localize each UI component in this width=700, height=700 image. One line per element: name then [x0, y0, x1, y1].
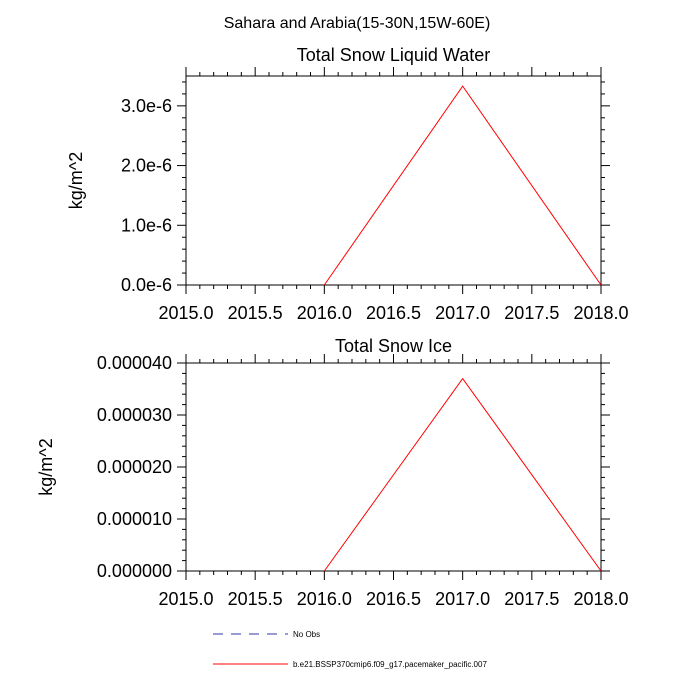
panel-2: Total Snow Ice kg/m^2 2015.0 2015.5 2016.0 20…: [36, 336, 629, 609]
y-tick-label: 2.0e-6: [121, 156, 172, 176]
x-tick-label: 2015.0: [158, 589, 213, 609]
plot-frame: [185, 75, 602, 286]
panel-title: Total Snow Ice: [335, 336, 452, 356]
y-tick-label: 1.0e-6: [121, 215, 172, 235]
x-tick-label: 2017.0: [435, 589, 490, 609]
y-tick-label: 3.0e-6: [121, 96, 172, 116]
x-tick-label: 2018.0: [573, 303, 628, 323]
y-axis-label: kg/m^2: [66, 152, 86, 209]
y-tick-label: 0.000000: [97, 561, 172, 581]
y-tick-label: 0.000030: [97, 405, 172, 425]
chart-legend: No Obs b.e21.BSSP370cmip6.f09_g17.pacemak…: [213, 630, 487, 669]
x-tick-label: 2017.5: [504, 303, 559, 323]
x-tick-label: 2015.0: [158, 303, 213, 323]
panel-title: Total Snow Liquid Water: [297, 45, 490, 65]
legend-label: b.e21.BSSP370cmip6.f09_g17.pacemaker_pac…: [293, 660, 487, 669]
x-tick-label: 2017.0: [435, 303, 490, 323]
x-tick-label: 2015.5: [228, 589, 283, 609]
panel-1: Total Snow Liquid Water kg/m^2 2015.0 2015.…: [66, 45, 629, 323]
x-tick-label: 2015.5: [228, 303, 283, 323]
y-tick-label: 0.0e-6: [121, 275, 172, 295]
x-tick-label: 2016.5: [366, 589, 421, 609]
plot-frame: [185, 362, 602, 572]
y-tick-label: 0.000010: [97, 509, 172, 529]
y-tick-label: 0.000040: [97, 353, 172, 373]
x-tick-label: 2017.5: [504, 589, 559, 609]
y-axis-label: kg/m^2: [36, 438, 56, 495]
x-tick-label: 2018.0: [573, 589, 628, 609]
series-line: [323, 377, 602, 572]
x-tick-label: 2016.0: [297, 589, 352, 609]
legend-label: No Obs: [293, 630, 320, 639]
y-tick-label: 0.000020: [97, 457, 172, 477]
figure-suptitle: Sahara and Arabia(15-30N,15W-60E): [224, 15, 491, 32]
x-tick-label: 2016.5: [366, 303, 421, 323]
series-line: [323, 85, 602, 286]
chart-panels: Total Snow Liquid Water kg/m^2 2015.0 2015.…: [36, 45, 629, 609]
x-tick-label: 2016.0: [297, 303, 352, 323]
